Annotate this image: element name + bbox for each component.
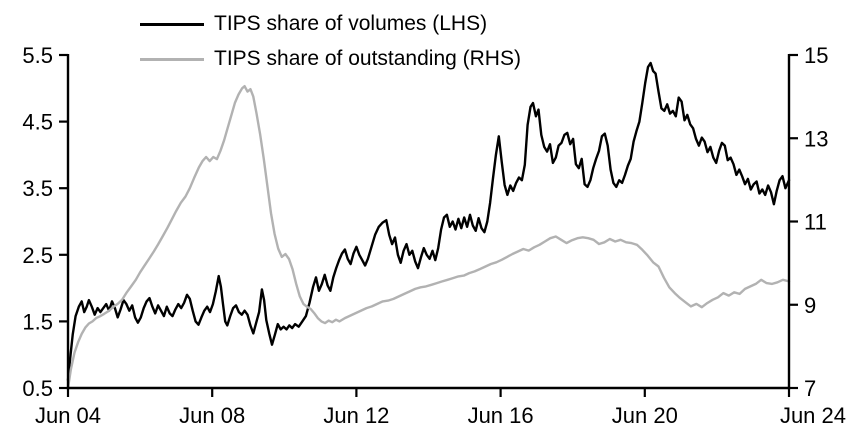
x-axis-tick-label: Jun 08 bbox=[179, 403, 245, 428]
series-line-volumes bbox=[66, 61, 791, 382]
left-axis-tick-label: 3.5 bbox=[22, 176, 53, 201]
gray-line-swatch bbox=[140, 57, 204, 61]
x-axis-tick-label: Jun 16 bbox=[468, 403, 534, 428]
legend-item-volumes: TIPS share of volumes (LHS) bbox=[140, 11, 521, 37]
left-axis-tick-label: 0.5 bbox=[22, 376, 53, 401]
x-axis-tick-label: Jun 12 bbox=[323, 403, 389, 428]
x-axis-tick-label: Jun 24 bbox=[780, 403, 846, 428]
legend-label-volumes: TIPS share of volumes (LHS) bbox=[214, 12, 488, 35]
x-axis-tick-label: Jun 04 bbox=[35, 403, 101, 428]
black-line-swatch bbox=[140, 22, 204, 26]
right-axis-tick-label: 13 bbox=[804, 126, 828, 151]
legend-item-outstanding: TIPS share of outstanding (RHS) bbox=[140, 46, 521, 72]
right-axis-tick-label: 11 bbox=[804, 210, 827, 235]
series-line-outstanding bbox=[66, 84, 791, 390]
right-axis-tick-label: 15 bbox=[804, 43, 828, 68]
left-axis-tick-label: 2.5 bbox=[22, 243, 53, 268]
right-axis-tick-label: 9 bbox=[804, 293, 816, 318]
left-axis-tick-label: 4.5 bbox=[22, 110, 53, 135]
chart-legend: TIPS share of volumes (LHS) TIPS share o… bbox=[140, 11, 521, 81]
x-axis-tick-label: Jun 20 bbox=[612, 403, 678, 428]
right-axis-tick-label: 7 bbox=[804, 376, 816, 401]
left-axis-tick-label: 1.5 bbox=[22, 309, 53, 334]
legend-label-outstanding: TIPS share of outstanding (RHS) bbox=[214, 47, 521, 70]
left-axis-tick-label: 5.5 bbox=[22, 43, 53, 68]
